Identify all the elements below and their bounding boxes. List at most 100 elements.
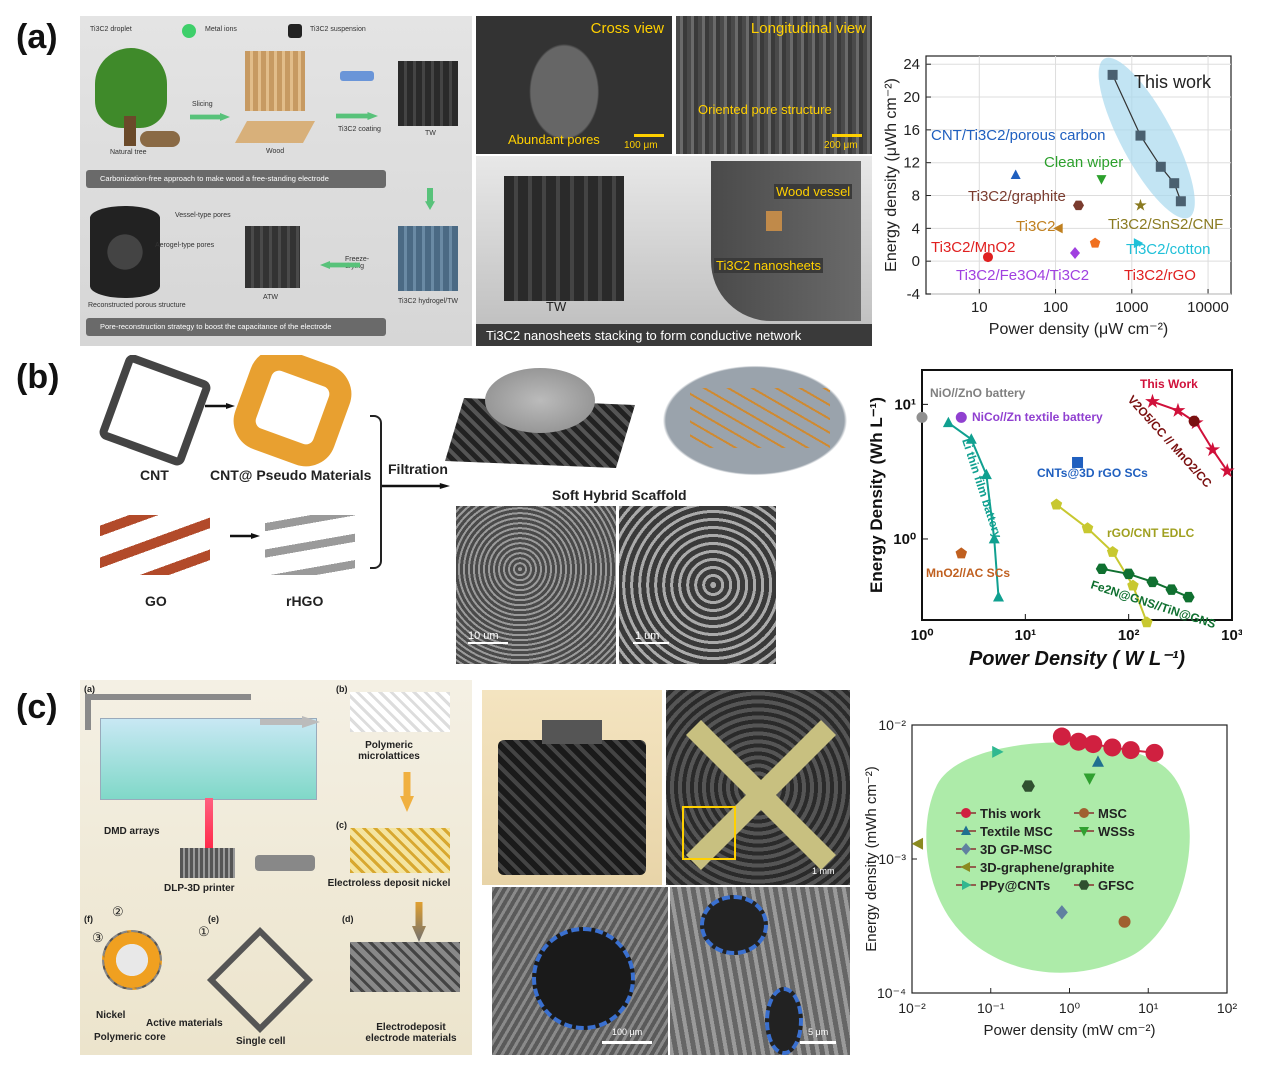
point-this-work: [1084, 735, 1103, 754]
cross-section-icon: [102, 930, 162, 990]
point-li-thin-film-battery: [988, 532, 1000, 544]
filtration-label: Filtration: [388, 461, 448, 477]
point-msc: [1118, 915, 1131, 928]
legend-label-this-work: This work: [980, 806, 1041, 821]
point-fe2n-gns-tin-gns: [1165, 584, 1178, 595]
point-wsss: [1083, 773, 1096, 785]
dlp-label: DLP-3D printer: [164, 883, 235, 894]
legend-label-msc: MSC: [1098, 806, 1128, 821]
chart-b-ragone: 10⁰ 10¹ 10² 10³ 10⁰ 10¹ Power Density ( W L⁻¹)…: [867, 369, 1242, 670]
go-icon: [100, 515, 210, 575]
annotation-ti3c2-rgo: Ti3C2/rGO: [1124, 267, 1196, 284]
scaffold-zoom-render: [650, 358, 860, 483]
point-textile-msc: [1091, 755, 1104, 767]
scaffold-label: Soft Hybrid Scaffold: [552, 487, 687, 503]
sem-cross-view: Cross view Abundant pores 100 μm: [476, 16, 672, 154]
scaffold-disk: [485, 368, 595, 433]
legend-marker-3d-gp-msc: [961, 843, 971, 855]
wood-process-schematic: Ti3C2 droplet Metal ions Ti3C2 suspensio…: [80, 16, 472, 346]
y-tick-label: 20: [903, 89, 920, 106]
point-this-work: [1107, 69, 1118, 80]
panel-label-c: (c): [16, 688, 58, 726]
scale-bar-label: 10 um: [468, 630, 499, 642]
caption-bar: [476, 324, 872, 346]
point-this-work: [1052, 727, 1071, 746]
suspension-icon: [288, 24, 302, 38]
legend-marker-textile-msc: [961, 825, 971, 835]
tw-cube-label: TW: [546, 299, 567, 314]
point-gfsc: [1021, 780, 1035, 792]
resin-tank: [100, 718, 317, 800]
electrodeposit-label: Electrodeposit electrode materials: [365, 1022, 457, 1044]
arrow-right-icon: [382, 483, 450, 489]
point-this-work: [1169, 178, 1180, 189]
tw-label: TW: [425, 130, 436, 137]
point-this-work: [1069, 732, 1088, 751]
tree-trunk-icon: [124, 116, 136, 146]
reconstructed-cylinder: [90, 206, 160, 298]
natural-tree-label: Natural tree: [110, 149, 147, 156]
pore-note: Pore-reconstruction strategy to boost th…: [100, 322, 332, 331]
point-rgo-cnt-edlc: [1141, 616, 1153, 628]
inset-box: [682, 806, 736, 860]
annotation-this-work: This work: [1134, 72, 1212, 92]
sem-longitudinal-view: Longitudinal view Oriented pore structur…: [676, 16, 872, 154]
legend-marker-gfsc: [1078, 880, 1090, 890]
arrow-right-icon: [260, 716, 320, 728]
go-label: GO: [145, 593, 167, 609]
scale-bar-label: 5 μm: [808, 1027, 829, 1037]
annotation-cnt-ti3c2-porous-carbon: CNT/Ti3C2/porous carbon: [931, 127, 1106, 144]
fiber-icon: [690, 388, 830, 448]
highlight-region: [926, 742, 1190, 973]
point-nico-zn-textile-battery: [955, 411, 967, 423]
legend-label-textile-msc: Textile MSC: [980, 824, 1053, 839]
nickel-label: Nickel: [96, 1010, 126, 1021]
legend-label-3d-gp-msc: 3D GP-MSC: [980, 842, 1053, 857]
y-tick-label: 4: [912, 220, 920, 237]
legend-suspension: Ti3C2 suspension: [310, 26, 366, 33]
pipette-icon: [340, 71, 374, 81]
annotation-this-work: This Work: [1140, 377, 1198, 391]
annotation-cnts-3d-rgo-scs: CNTs@3D rGO SCs: [1037, 466, 1148, 480]
legend-droplet: Ti3C2 droplet: [90, 26, 132, 33]
cnt-pseudo-icon: [225, 355, 360, 475]
point-li-thin-film-battery: [980, 468, 992, 480]
dlp-printing-schematic: (a) DMD arrays DLP-3D printer (b) Polyme…: [80, 680, 472, 1055]
x-tick-label: 10²: [1217, 1000, 1238, 1016]
y-tick-label: -4: [907, 286, 920, 303]
arrow-right-icon: [205, 403, 235, 409]
electroless-label: Electroless deposit nickel: [327, 878, 451, 889]
scale-bar-label: 100 μm: [612, 1027, 643, 1037]
point-this-work: [1121, 741, 1140, 760]
lattice-object: [498, 740, 646, 875]
x-tick-label: 10: [971, 299, 988, 316]
scale-bar-label: 1 um: [635, 630, 660, 642]
cnt-pseudo-label: CNT@ Pseudo Materials: [210, 467, 372, 483]
point-3d-gp-msc: [1055, 905, 1068, 920]
tw-cube: [504, 176, 624, 301]
sub-label-d: (d): [342, 914, 354, 924]
point-cnt-ti3c2-porous-carbon: [1010, 169, 1021, 179]
sub-label-e: (e): [208, 914, 219, 924]
longitudinal-view-label: Longitudinal view: [750, 20, 866, 37]
point-ppy-cnts: [992, 745, 1004, 758]
wood-vessel-inset: [766, 211, 782, 231]
annotation-ti3c2-graphite: Ti3C2/graphite: [968, 188, 1066, 205]
carbonization-note: Carbonization-free approach to make wood…: [100, 174, 329, 183]
printer-arm: [85, 694, 251, 730]
arrow-left-icon: [320, 261, 360, 269]
lattice-photo: [482, 690, 662, 885]
arrow-down-icon: [400, 772, 414, 812]
legend-marker-wsss: [1079, 827, 1089, 837]
wood-label: Wood: [266, 148, 285, 155]
y-tick-label: 10⁰: [893, 531, 916, 548]
panel-label-a: (a): [16, 18, 58, 56]
scale-bar-label: 1 mm: [812, 866, 835, 876]
annotation-ti3c2-sns2-cnf: Ti3C2/SnS2/CNF: [1108, 216, 1223, 233]
legend-label-wsss: WSSs: [1098, 824, 1135, 839]
x-tick-label: 10¹: [1138, 1000, 1159, 1016]
point-ti3c2-fe3o4-ti3c2: [1070, 246, 1081, 259]
x-tick-label: 10⁻¹: [977, 1000, 1005, 1016]
scale-bar: [634, 134, 664, 137]
point-fe2n-gns-tin-gns: [1146, 576, 1159, 588]
